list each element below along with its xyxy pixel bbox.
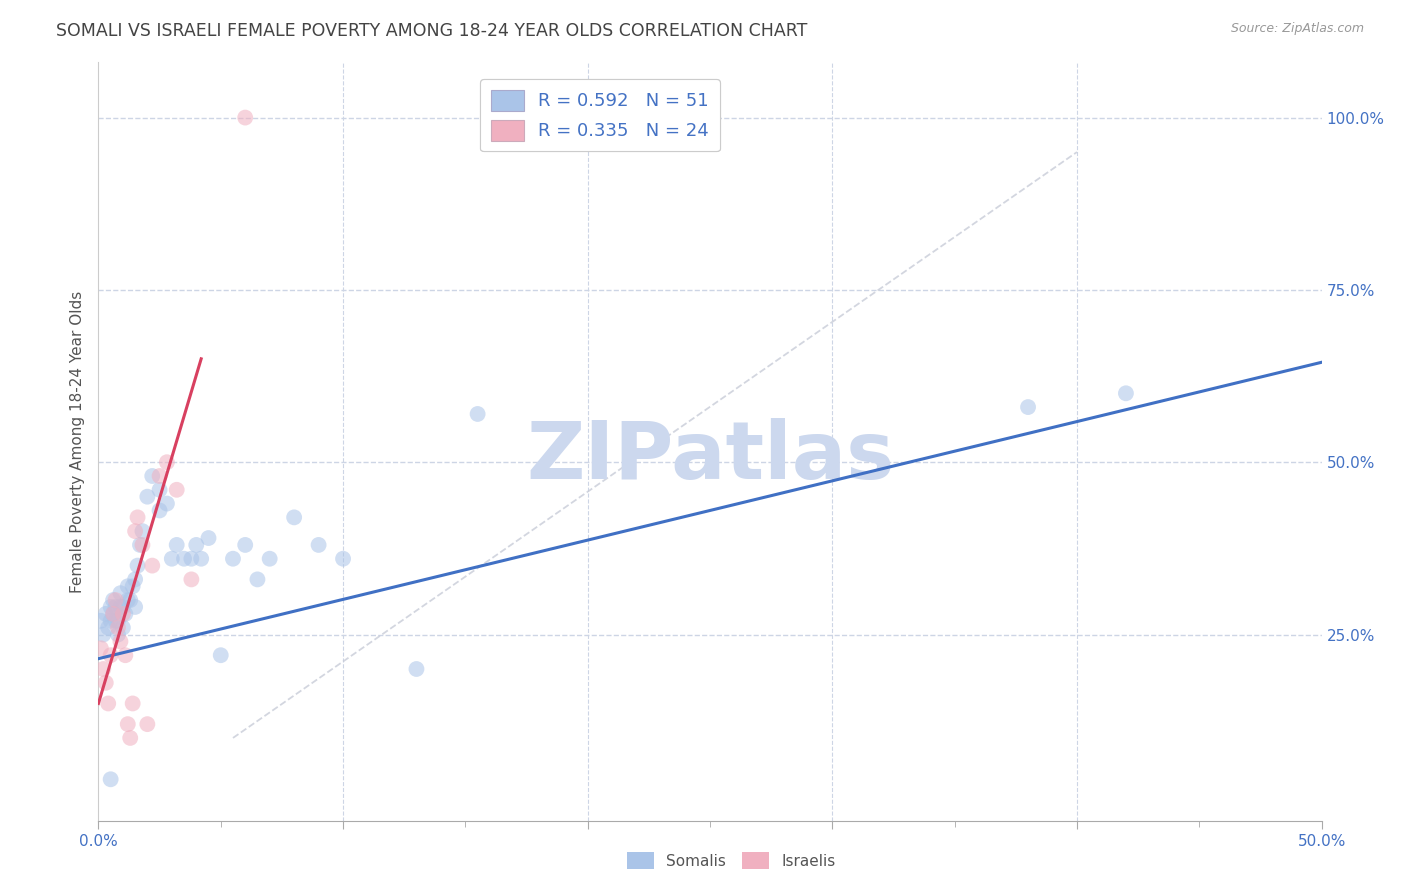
Point — [1017, 400, 1039, 414]
Point — [197, 531, 219, 545]
Text: SOMALI VS ISRAELI FEMALE POVERTY AMONG 18-24 YEAR OLDS CORRELATION CHART: SOMALI VS ISRAELI FEMALE POVERTY AMONG 1… — [56, 22, 807, 40]
Point — [131, 538, 153, 552]
Point — [101, 593, 124, 607]
Point — [110, 599, 132, 614]
Point — [1115, 386, 1137, 401]
Point — [107, 627, 129, 641]
Point — [136, 717, 159, 731]
Point — [233, 111, 256, 125]
Point — [124, 573, 146, 587]
Point — [110, 586, 132, 600]
Point — [136, 490, 159, 504]
Y-axis label: Female Poverty Among 18-24 Year Olds: Female Poverty Among 18-24 Year Olds — [69, 291, 84, 592]
Point — [283, 510, 305, 524]
Point — [222, 551, 245, 566]
Point — [100, 599, 122, 614]
Point — [180, 573, 202, 587]
Point — [104, 593, 127, 607]
Point — [160, 551, 183, 566]
Point — [111, 599, 134, 614]
Point — [131, 524, 153, 538]
Point — [186, 538, 208, 552]
Point — [156, 497, 179, 511]
Point — [104, 599, 127, 614]
Point — [308, 538, 330, 552]
Point — [405, 662, 427, 676]
Point — [141, 558, 163, 573]
Point — [110, 634, 132, 648]
Point — [117, 717, 139, 731]
Point — [467, 407, 489, 421]
Point — [180, 551, 202, 566]
Point — [127, 510, 149, 524]
Text: ZIPatlas: ZIPatlas — [526, 417, 894, 496]
Point — [141, 469, 163, 483]
Point — [101, 607, 124, 621]
Point — [246, 573, 269, 587]
Point — [120, 593, 142, 607]
Point — [107, 614, 129, 628]
Point — [149, 483, 172, 497]
Legend: R = 0.592   N = 51, R = 0.335   N = 24: R = 0.592 N = 51, R = 0.335 N = 24 — [481, 79, 720, 152]
Point — [97, 621, 120, 635]
Point — [117, 579, 139, 593]
Point — [97, 697, 120, 711]
Legend: Somalis, Israelis: Somalis, Israelis — [620, 846, 842, 875]
Point — [173, 551, 195, 566]
Point — [129, 538, 152, 552]
Point — [90, 614, 112, 628]
Point — [90, 641, 112, 656]
Point — [124, 599, 146, 614]
Point — [121, 579, 143, 593]
Point — [332, 551, 354, 566]
Point — [100, 648, 122, 663]
Point — [166, 538, 188, 552]
Point — [91, 627, 114, 641]
Point — [100, 614, 122, 628]
Point — [166, 483, 188, 497]
Point — [209, 648, 232, 663]
Point — [94, 675, 117, 690]
Text: Source: ZipAtlas.com: Source: ZipAtlas.com — [1230, 22, 1364, 36]
Point — [259, 551, 281, 566]
Point — [114, 607, 136, 621]
Point — [190, 551, 212, 566]
Point — [101, 607, 124, 621]
Point — [149, 469, 172, 483]
Point — [114, 648, 136, 663]
Point — [149, 503, 172, 517]
Point — [104, 614, 127, 628]
Point — [107, 621, 129, 635]
Point — [111, 607, 134, 621]
Point — [127, 558, 149, 573]
Point — [121, 697, 143, 711]
Point — [156, 455, 179, 469]
Point — [111, 621, 134, 635]
Point — [100, 772, 122, 787]
Point — [91, 662, 114, 676]
Point — [233, 538, 256, 552]
Point — [120, 731, 142, 745]
Point — [117, 593, 139, 607]
Point — [94, 607, 117, 621]
Point — [124, 524, 146, 538]
